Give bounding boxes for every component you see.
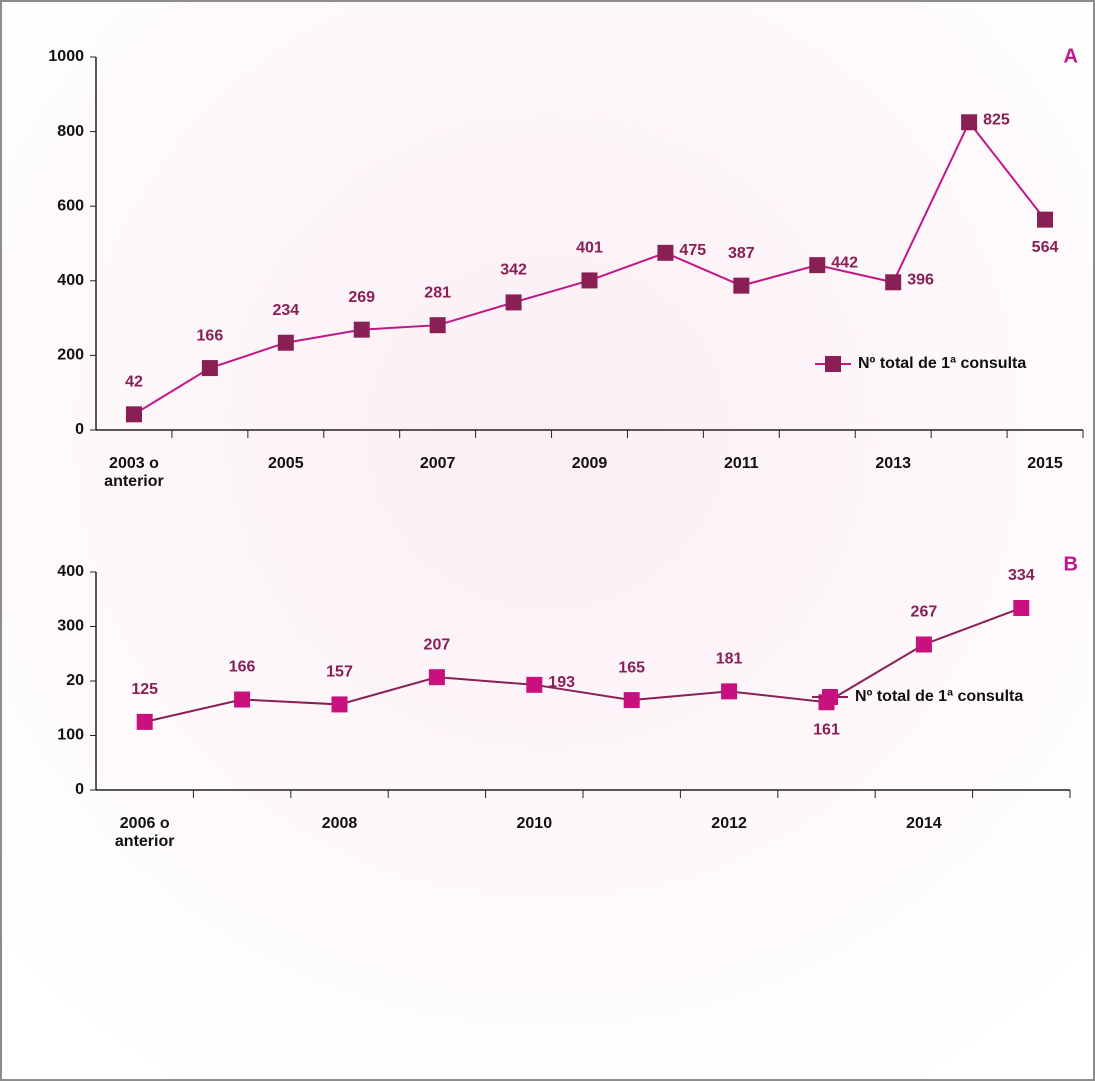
x-tick-label: 2003 o anterior <box>104 455 164 490</box>
data-label: 157 <box>326 664 353 681</box>
y-tick-label: 100 <box>57 727 84 744</box>
legend-label: Nº total de 1ª consulta <box>855 688 1023 705</box>
data-label: 825 <box>983 111 1010 128</box>
marker <box>136 713 153 730</box>
marker <box>809 257 826 274</box>
x-tick-label: 2014 <box>906 815 942 832</box>
y-tick-label: 400 <box>57 563 84 580</box>
panel-letter: B <box>1064 553 1078 575</box>
data-label: 181 <box>716 651 743 668</box>
y-tick-label: 800 <box>57 123 84 140</box>
y-tick-label: 200 <box>57 347 84 364</box>
marker <box>1013 599 1030 616</box>
marker <box>526 676 543 693</box>
marker <box>721 683 738 700</box>
data-label: 42 <box>125 374 143 391</box>
legend-marker <box>822 689 838 705</box>
y-tick-label: 300 <box>57 618 84 635</box>
x-tick-label: 2013 <box>875 455 911 472</box>
data-label: 125 <box>131 681 158 698</box>
data-label: 193 <box>548 674 575 691</box>
x-tick-label: 2011 <box>724 455 759 472</box>
marker <box>429 317 446 334</box>
marker <box>234 691 251 708</box>
marker <box>505 294 522 311</box>
x-tick-label: 2007 <box>420 455 456 472</box>
x-tick-label: 2010 <box>517 815 553 832</box>
data-label: 166 <box>197 327 224 344</box>
y-tick-label: 20 <box>66 672 84 689</box>
marker <box>277 334 294 351</box>
x-tick-label: 2008 <box>322 815 358 832</box>
data-label: 387 <box>728 245 755 262</box>
y-tick-label: 400 <box>57 272 84 289</box>
marker <box>581 272 598 289</box>
data-label: 166 <box>229 659 256 676</box>
y-tick-label: 0 <box>75 781 84 798</box>
data-label: 234 <box>272 302 299 319</box>
marker <box>428 669 445 686</box>
x-tick-label: 2005 <box>268 455 304 472</box>
marker <box>125 406 142 423</box>
data-label: 342 <box>500 262 527 279</box>
data-label: 161 <box>813 721 840 738</box>
data-label: 269 <box>348 289 375 306</box>
data-label: 475 <box>679 242 706 259</box>
x-tick-label: 2006 o anterior <box>115 815 175 850</box>
x-tick-label: 2009 <box>572 455 608 472</box>
data-label: 564 <box>1032 239 1059 256</box>
marker <box>623 692 640 709</box>
x-tick-label: 2015 <box>1027 455 1063 472</box>
data-label: 165 <box>618 659 645 676</box>
data-label: 442 <box>831 254 858 271</box>
x-tick-label: 2012 <box>711 815 747 832</box>
marker <box>201 360 218 377</box>
marker <box>353 321 370 338</box>
panel-letter: A <box>1064 45 1078 67</box>
legend-label: Nº total de 1ª consulta <box>858 355 1026 372</box>
marker <box>331 696 348 713</box>
marker <box>885 274 902 291</box>
y-tick-label: 0 <box>75 421 84 438</box>
data-label: 281 <box>424 284 451 301</box>
data-label: 207 <box>424 636 451 653</box>
marker <box>1037 211 1054 228</box>
marker <box>657 244 674 261</box>
data-label: 267 <box>911 604 938 621</box>
series-line <box>144 607 1022 723</box>
marker <box>961 114 978 131</box>
marker <box>915 636 932 653</box>
data-label: 396 <box>907 272 934 289</box>
legend-marker <box>825 356 841 372</box>
marker <box>733 277 750 294</box>
y-tick-label: 1000 <box>48 48 84 65</box>
data-label: 334 <box>1008 567 1035 584</box>
data-label: 401 <box>576 240 603 257</box>
y-tick-label: 600 <box>57 197 84 214</box>
